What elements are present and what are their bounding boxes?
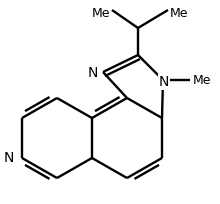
Text: N: N (159, 75, 169, 89)
Text: N: N (88, 66, 98, 80)
Text: N: N (4, 151, 14, 165)
Text: Me: Me (193, 73, 211, 86)
Text: Me: Me (170, 7, 189, 20)
Text: Me: Me (92, 7, 110, 20)
